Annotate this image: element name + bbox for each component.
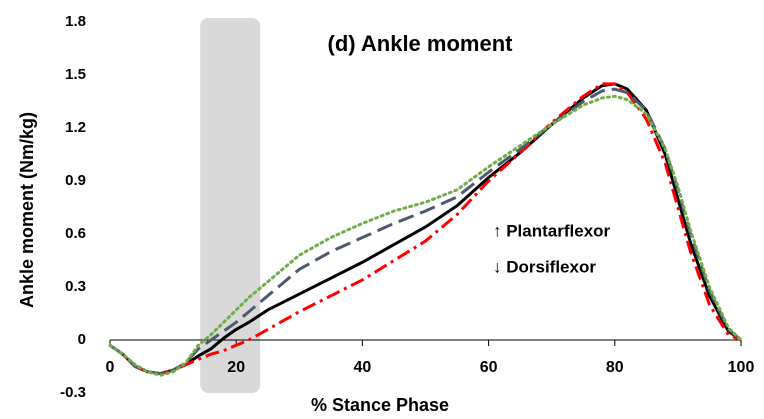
y-tick-label: 0 <box>78 331 86 348</box>
x-tick-label: 80 <box>606 359 624 376</box>
y-tick-label: -0.3 <box>60 384 86 401</box>
y-tick-label: 1.8 <box>65 13 86 30</box>
annotation: ↑ Plantarflexor <box>493 221 611 240</box>
series-line <box>108 94 743 377</box>
x-tick-label: 60 <box>480 359 498 376</box>
y-tick-label: 1.5 <box>65 66 86 83</box>
y-axis-label: Ankle moment (Nm/kg) <box>17 112 37 308</box>
y-tick-label: 0.3 <box>65 278 86 295</box>
y-tick-label: 1.2 <box>65 119 86 136</box>
x-tick-label: 40 <box>354 359 372 376</box>
x-tick-label: 20 <box>227 359 245 376</box>
annotation: ↓ Dorsiflexor <box>493 257 596 276</box>
x-tick-label: 0 <box>106 359 115 376</box>
y-tick-label: 0.9 <box>65 172 86 189</box>
chart-title: (d) Ankle moment <box>328 31 514 56</box>
shaded-region <box>200 18 261 393</box>
x-axis-label: % Stance Phase <box>311 395 449 415</box>
series-line <box>109 82 742 376</box>
x-tick-label: 100 <box>728 359 755 376</box>
y-tick-label: 0.6 <box>65 225 86 242</box>
